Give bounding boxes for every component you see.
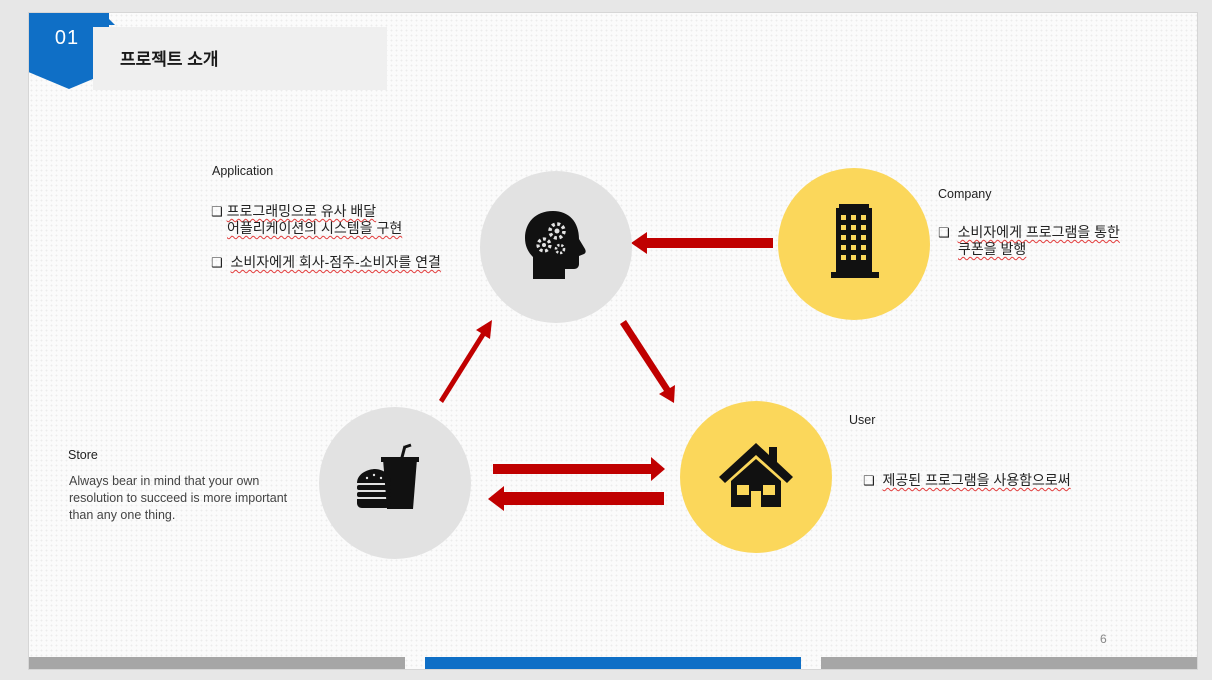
application-bullet-1-line-1: 프로그래밍으로 유사 배달 — [226, 203, 377, 219]
flow-arrows — [439, 232, 773, 511]
arrow-company-to-application — [631, 232, 773, 254]
page-number: 6 — [1100, 632, 1107, 646]
checkbox-bullet-icon: ❑ — [211, 255, 223, 270]
company-label: Company — [938, 187, 992, 201]
store-description: Always bear in mind that your own resolu… — [69, 473, 287, 524]
application-label: Application — [212, 164, 274, 178]
checkbox-bullet-icon: ❑ — [211, 204, 223, 219]
title-box — [93, 27, 387, 90]
company-bullet-1: ❑ 소비자에게 프로그램을 통한 쿠폰을 발행 — [938, 224, 1120, 258]
user-bullet-1: ❑ 제공된 프로그램을 사용함으로써 — [863, 472, 1071, 489]
application-bullet-2-text: 소비자에게 회사-점주-소비자를 연결 — [230, 254, 441, 270]
slide: 01 프로젝트 소개 — [28, 12, 1198, 670]
fast-food-icon — [357, 443, 419, 509]
application-bullet-2: ❑ 소비자에게 회사-점주-소비자를 연결 — [211, 254, 441, 271]
company-bullet-1-line-2: 쿠폰을 발행 — [958, 241, 1027, 257]
badge-fold — [105, 15, 115, 25]
user-label: User — [849, 413, 876, 427]
user-bullet-1-text: 제공된 프로그램을 사용함으로써 — [882, 472, 1071, 488]
checkbox-bullet-icon: ❑ — [863, 473, 875, 488]
store-label: Store — [68, 448, 98, 462]
store-desc-line-2: resolution to succeed is more important — [69, 491, 288, 505]
section-number: 01 — [54, 27, 80, 49]
store-desc-line-3: than any one thing. — [69, 508, 176, 522]
arrow-store-to-application — [439, 320, 492, 403]
house-icon — [719, 443, 793, 507]
arrow-user-to-store — [488, 486, 664, 511]
application-bullet-1: ❑ 프로그래밍으로 유사 배달 어플리케이션의 시스템을 구현 — [211, 203, 402, 237]
head-gears-icon — [525, 211, 586, 279]
company-bullet-1-line-1: 소비자에게 프로그램을 통한 — [957, 224, 1120, 240]
store-desc-line-1: Always bear in mind that your own — [69, 474, 260, 488]
slide-title: 프로젝트 소개 — [120, 50, 219, 69]
footer-bar-left — [29, 657, 405, 669]
building-icon — [831, 204, 879, 278]
arrow-store-to-user — [493, 457, 665, 481]
application-bullet-1-line-2: 어플리케이션의 시스템을 구현 — [227, 220, 403, 236]
arrow-application-to-user — [620, 320, 675, 403]
footer-bar-center — [425, 657, 801, 669]
footer-bar-right — [821, 657, 1197, 669]
checkbox-bullet-icon: ❑ — [938, 225, 950, 240]
